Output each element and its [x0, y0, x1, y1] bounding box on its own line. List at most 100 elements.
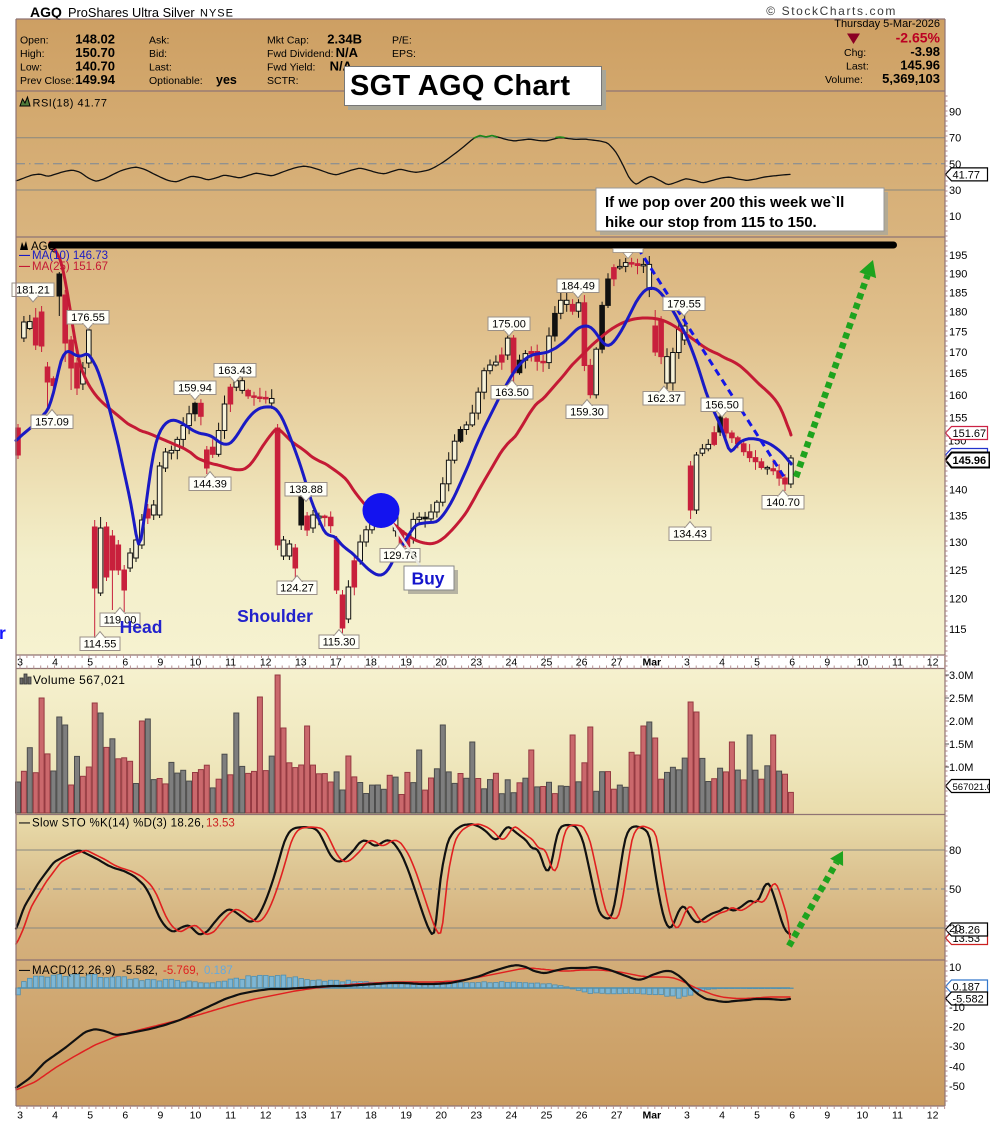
- svg-text:129.78: 129.78: [383, 550, 417, 562]
- svg-text:190: 190: [949, 268, 967, 280]
- svg-text:Fwd Dividend:: Fwd Dividend:: [267, 48, 334, 60]
- svg-text:Optionable:: Optionable:: [149, 75, 203, 87]
- svg-text:—: —: [19, 965, 30, 977]
- svg-text:163.50: 163.50: [495, 387, 529, 399]
- svg-text:5: 5: [87, 657, 93, 669]
- svg-text:-3.98: -3.98: [910, 44, 940, 59]
- svg-text:41.77: 41.77: [953, 169, 981, 181]
- svg-text:30: 30: [949, 185, 961, 197]
- svg-text:Mar: Mar: [642, 1110, 661, 1122]
- svg-text:25: 25: [541, 1110, 553, 1122]
- svg-text:6: 6: [789, 657, 795, 669]
- svg-text:185: 185: [949, 287, 967, 299]
- svg-text:Last:: Last:: [846, 61, 869, 73]
- svg-text:13: 13: [295, 657, 307, 669]
- svg-text:12: 12: [927, 657, 939, 669]
- svg-text:115.30: 115.30: [323, 637, 356, 649]
- svg-text:P/E:: P/E:: [392, 35, 412, 47]
- svg-text:175.00: 175.00: [492, 319, 526, 331]
- svg-text:156.50: 156.50: [705, 400, 739, 412]
- svg-text:157.09: 157.09: [35, 417, 69, 429]
- svg-text:Volume:: Volume:: [825, 74, 863, 86]
- svg-text:Volume 567,021: Volume 567,021: [33, 673, 125, 687]
- svg-text:11: 11: [225, 1110, 236, 1122]
- svg-text:50: 50: [949, 159, 961, 171]
- svg-text:EPS:: EPS:: [392, 48, 416, 60]
- svg-text:567021.0: 567021.0: [953, 782, 990, 793]
- svg-text:163.43: 163.43: [218, 365, 252, 377]
- svg-text:18: 18: [365, 657, 377, 669]
- svg-text:Shoulder: Shoulder: [237, 606, 313, 626]
- svg-text:r: r: [0, 623, 6, 643]
- svg-text:25: 25: [541, 657, 553, 669]
- svg-text:24: 24: [506, 1110, 518, 1122]
- svg-text:Open:: Open:: [20, 35, 49, 47]
- svg-text:12: 12: [260, 1110, 272, 1122]
- svg-text:20: 20: [435, 657, 447, 669]
- svg-text:5: 5: [87, 1110, 93, 1122]
- svg-text:MACD(12,26,9): MACD(12,26,9): [32, 965, 116, 977]
- svg-text:27: 27: [611, 657, 623, 669]
- svg-text:13: 13: [295, 1110, 307, 1122]
- svg-text:Slow STO %K(14) %D(3) 18.26,: Slow STO %K(14) %D(3) 18.26,: [32, 818, 204, 830]
- svg-text:yes: yes: [216, 73, 237, 87]
- svg-text:10: 10: [857, 1110, 869, 1122]
- svg-text:Mar: Mar: [642, 657, 661, 669]
- svg-text:165: 165: [949, 368, 967, 380]
- svg-text:9: 9: [824, 1110, 830, 1122]
- svg-text:0.187: 0.187: [953, 982, 981, 994]
- svg-text:130: 130: [949, 537, 967, 549]
- svg-text:4: 4: [52, 1110, 58, 1122]
- svg-text:6: 6: [789, 1110, 795, 1122]
- svg-text:AGQ: AGQ: [30, 4, 62, 20]
- svg-text:3: 3: [17, 1110, 23, 1122]
- svg-text:9: 9: [157, 657, 163, 669]
- svg-text:151.67: 151.67: [953, 428, 987, 440]
- svg-text:140.70: 140.70: [766, 497, 800, 509]
- svg-text:145.96: 145.96: [953, 455, 987, 467]
- svg-text:NYSE: NYSE: [200, 8, 234, 20]
- svg-text:-2.65%: -2.65%: [896, 30, 941, 46]
- svg-text:-50: -50: [949, 1081, 965, 1093]
- svg-text:144.39: 144.39: [193, 479, 227, 491]
- svg-text:6: 6: [122, 657, 128, 669]
- svg-text:Fwd Yield:: Fwd Yield:: [267, 62, 315, 74]
- svg-text:176.55: 176.55: [71, 312, 105, 324]
- svg-text:-10: -10: [949, 1002, 965, 1014]
- svg-text:-5.769,: -5.769,: [163, 965, 199, 977]
- svg-text:120: 120: [949, 594, 967, 606]
- svg-text:4: 4: [52, 657, 58, 669]
- svg-text:180: 180: [949, 307, 967, 319]
- svg-text:If we pop over 200 this week w: If we pop over 200 this week we`ll: [605, 194, 844, 211]
- svg-text:80: 80: [949, 845, 961, 857]
- svg-text:11: 11: [892, 657, 903, 669]
- svg-text:20: 20: [435, 1110, 447, 1122]
- svg-text:10: 10: [949, 962, 961, 974]
- svg-text:9: 9: [157, 1110, 163, 1122]
- svg-text:11: 11: [892, 1110, 903, 1122]
- svg-text:ProShares Ultra Silver: ProShares Ultra Silver: [68, 5, 195, 20]
- svg-text:23: 23: [470, 657, 482, 669]
- svg-text:MA(25) 151.67: MA(25) 151.67: [32, 261, 108, 273]
- svg-text:6: 6: [122, 1110, 128, 1122]
- svg-text:Buy: Buy: [411, 569, 444, 589]
- svg-text:12: 12: [927, 1110, 939, 1122]
- svg-text:12: 12: [260, 657, 272, 669]
- svg-text:-20: -20: [949, 1022, 965, 1034]
- svg-text:162.37: 162.37: [647, 393, 681, 405]
- svg-text:19: 19: [400, 657, 412, 669]
- svg-text:-40: -40: [949, 1062, 965, 1074]
- svg-text:AGQ: AGQ: [31, 241, 57, 253]
- svg-text:149.94: 149.94: [75, 72, 116, 87]
- svg-text:Thursday 5-Mar-2026: Thursday 5-Mar-2026: [834, 18, 940, 30]
- svg-text:18: 18: [365, 1110, 377, 1122]
- svg-text:70: 70: [949, 133, 961, 145]
- svg-text:115: 115: [949, 624, 967, 636]
- svg-text:Prev Close:: Prev Close:: [20, 75, 74, 87]
- svg-text:Low:: Low:: [20, 62, 42, 74]
- svg-text:159.30: 159.30: [570, 407, 604, 419]
- svg-text:125: 125: [949, 565, 967, 577]
- svg-text:119.00: 119.00: [104, 615, 137, 627]
- svg-text:SCTR:: SCTR:: [267, 75, 299, 87]
- svg-text:5: 5: [754, 657, 760, 669]
